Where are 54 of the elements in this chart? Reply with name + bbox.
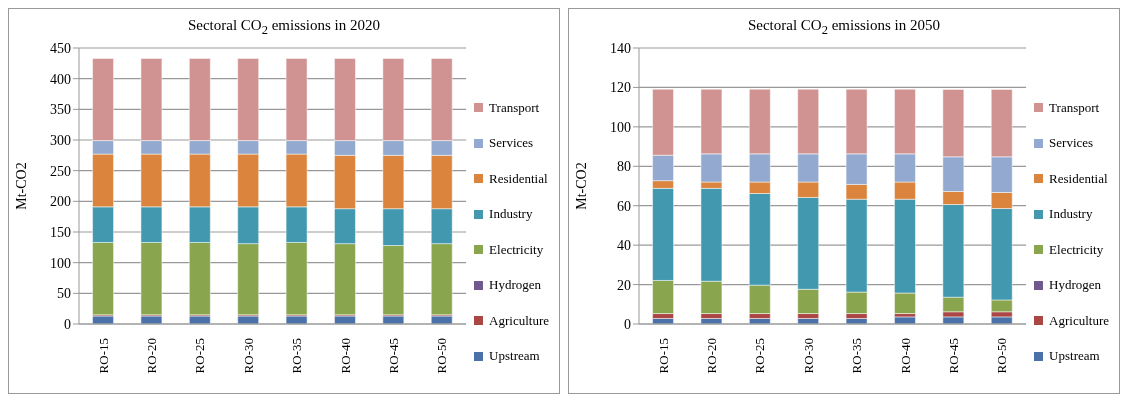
legend-label: Residential xyxy=(489,170,548,187)
y-tick-label: 450 xyxy=(50,40,71,56)
legend-label: Transport xyxy=(489,99,540,116)
y-tick-label: 80 xyxy=(617,159,631,175)
x-tick-label: RO-15 xyxy=(655,338,671,374)
legend-label: Electricity xyxy=(489,241,544,258)
y-axis-title: Mt-CO2 xyxy=(573,162,589,210)
x-tick-label: RO-30 xyxy=(800,338,816,374)
y-tick-label: 20 xyxy=(617,277,631,293)
legend-label: Hydrogen xyxy=(489,277,542,294)
x-tick-label: RO-35 xyxy=(289,338,305,374)
y-tick-label: 300 xyxy=(50,132,71,148)
legend-label: Agriculture xyxy=(489,312,549,329)
x-tick-label: RO-15 xyxy=(95,338,111,374)
y-tick-label: 100 xyxy=(50,255,71,271)
legend-label: Upstream xyxy=(489,348,540,365)
y-tick-label: 200 xyxy=(50,194,71,210)
legend-label: Services xyxy=(489,135,534,152)
y-tick-label: 250 xyxy=(50,163,71,179)
y-tick-label: 60 xyxy=(617,198,631,214)
x-tick-label: RO-20 xyxy=(704,338,720,374)
x-tick-label: RO-25 xyxy=(752,338,768,374)
y-tick-label: 400 xyxy=(50,71,71,87)
y-tick-label: 140 xyxy=(610,40,631,56)
x-tick-label: RO-40 xyxy=(897,338,913,374)
y-tick-label: 40 xyxy=(617,238,631,254)
y-tick-label: 50 xyxy=(57,286,71,302)
legend-label: Industry xyxy=(489,206,533,223)
y-tick-label: 0 xyxy=(624,316,631,332)
y-tick-label: 120 xyxy=(610,80,631,96)
x-tick-label: RO-45 xyxy=(946,338,961,374)
x-tick-label: RO-45 xyxy=(386,338,401,374)
x-tick-label: RO-30 xyxy=(240,338,256,374)
legend-label: Upstream xyxy=(1049,348,1100,365)
chart-title: Sectoral CO$_{2}$ emissions in 2050 xyxy=(746,17,942,38)
x-tick-label: RO-50 xyxy=(994,338,1010,374)
x-tick-label: RO-40 xyxy=(337,338,353,374)
y-tick-label: 0 xyxy=(64,316,71,332)
x-tick-label: RO-20 xyxy=(144,338,160,374)
x-tick-label: RO-25 xyxy=(192,338,208,374)
chart-title: Sectoral CO$_{2}$ emissions in 2020 xyxy=(186,17,382,38)
y-tick-label: 150 xyxy=(50,224,71,240)
legend-label: Agriculture xyxy=(1049,312,1109,329)
legend-label: Services xyxy=(1049,135,1094,152)
legend-label: Residential xyxy=(1049,170,1108,187)
legend-label: Industry xyxy=(1049,206,1093,223)
y-axis-title: Mt-CO2 xyxy=(13,162,29,210)
x-tick-label: RO-35 xyxy=(849,338,865,374)
legend-label: Electricity xyxy=(1049,241,1104,258)
y-tick-label: 350 xyxy=(50,102,71,118)
legend-label: Hydrogen xyxy=(1049,277,1102,294)
x-tick-label: RO-50 xyxy=(434,338,450,374)
legend-label: Transport xyxy=(1049,99,1100,116)
y-tick-label: 100 xyxy=(610,119,631,135)
